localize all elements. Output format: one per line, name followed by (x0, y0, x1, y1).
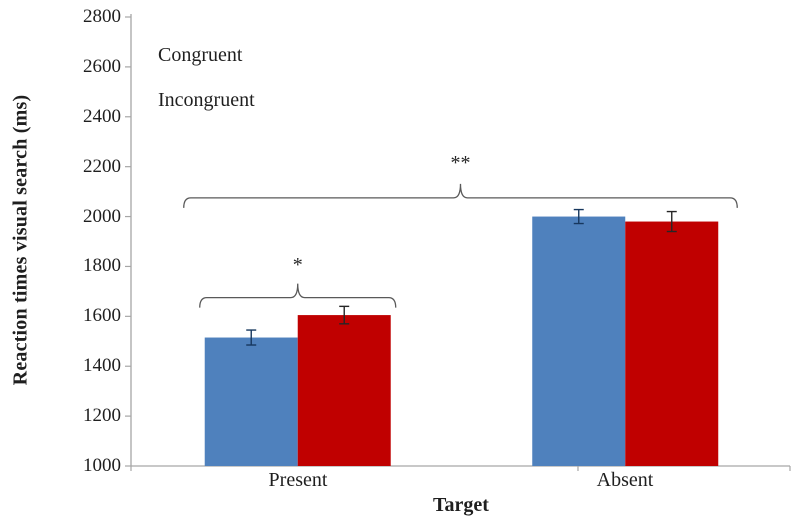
bar-incongruent-absent (625, 221, 719, 466)
x-tick-label-present: Present (268, 469, 328, 491)
significance-brace-overall (183, 183, 738, 208)
bar-congruent-present (204, 337, 298, 466)
x-axis-title: Target (433, 494, 489, 516)
legend-label-incongruent: Incongruent (158, 88, 255, 111)
legend-item-incongruent: Incongruent (142, 83, 255, 117)
bar-congruent-absent (532, 216, 626, 466)
y-tick-label: 2400 (83, 105, 121, 127)
legend-label-congruent: Congruent (158, 43, 243, 66)
y-tick-label: 2800 (83, 6, 121, 27)
legend-swatch-congruent (142, 50, 153, 61)
legend: Congruent Incongruent (142, 38, 255, 128)
y-axis-title: Reaction times visual search (ms) (9, 94, 32, 386)
y-tick-label: 1600 (83, 305, 121, 327)
significance-label-overall: ** (450, 151, 471, 174)
legend-swatch-incongruent (142, 95, 153, 106)
y-tick-label: 1200 (83, 405, 121, 427)
legend-item-congruent: Congruent (142, 38, 255, 72)
significance-label-present-pair: * (292, 254, 303, 277)
y-tick-label: 1000 (83, 455, 121, 476)
x-tick-label-absent: Absent (596, 469, 654, 491)
y-tick-label: 1800 (83, 255, 121, 277)
significance-brace-present-pair (199, 283, 397, 308)
y-tick-label: 2200 (83, 155, 121, 177)
y-tick-label: 2000 (83, 205, 121, 227)
bar-incongruent-present (297, 315, 391, 466)
y-tick-label: 1400 (83, 355, 121, 377)
y-tick-label: 2600 (83, 55, 121, 77)
